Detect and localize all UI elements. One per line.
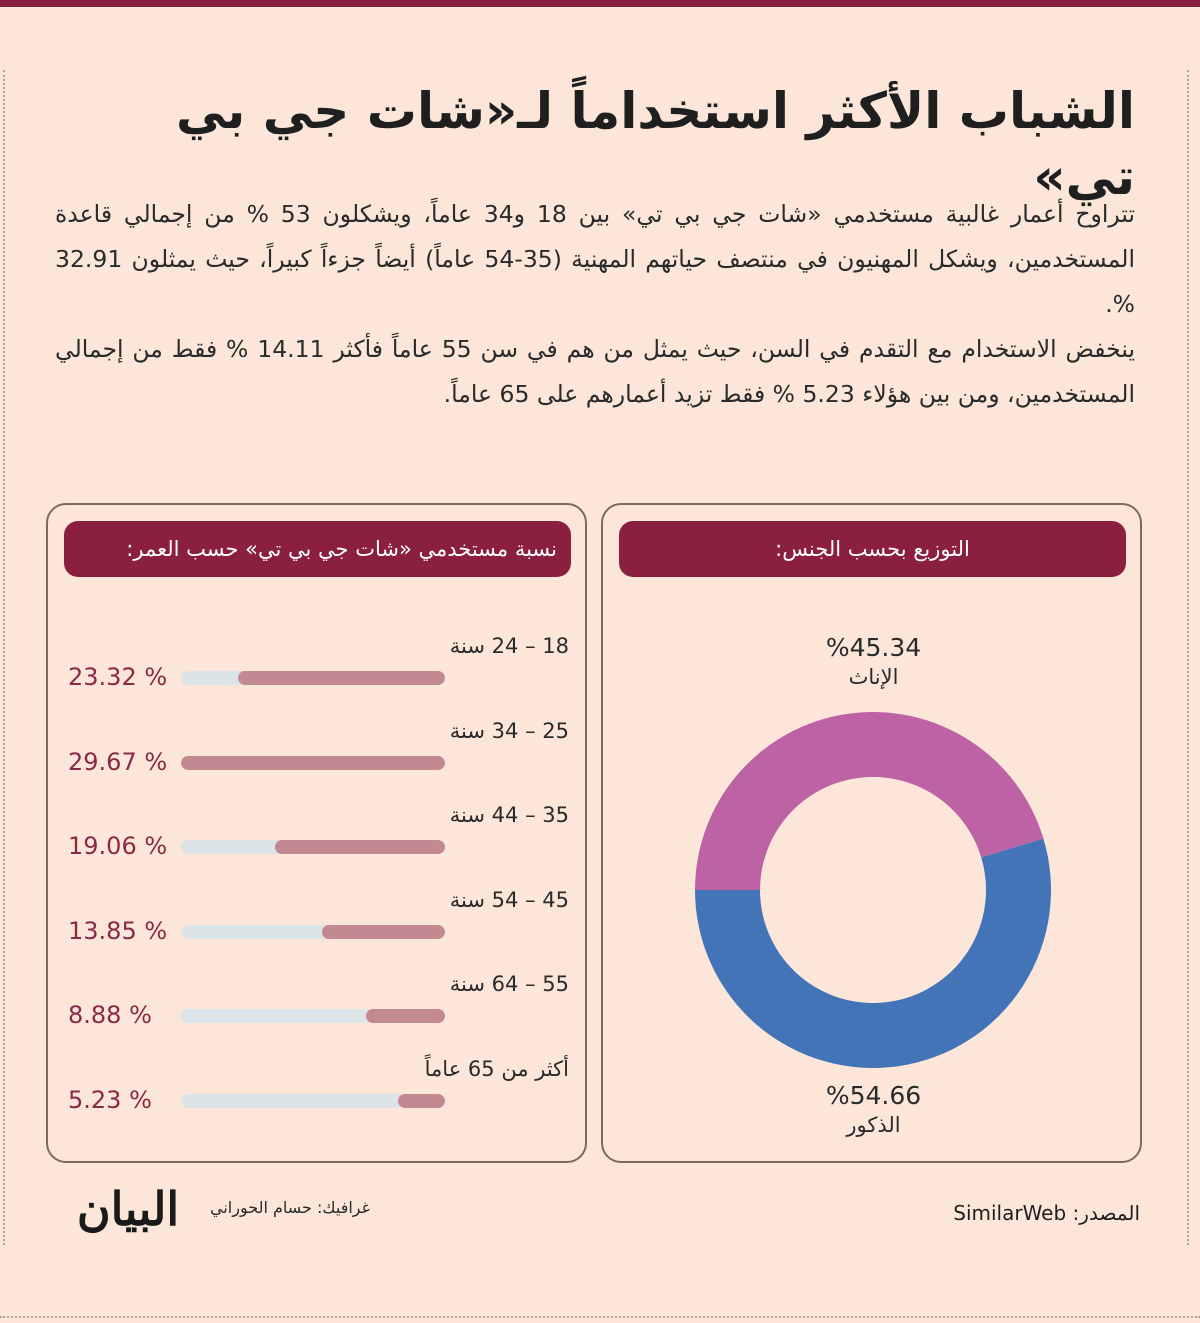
- age-value-label: % 23.32: [68, 663, 168, 691]
- intro-text: تتراوح أعمار غالبية مستخدمي «شات جي بي ت…: [55, 192, 1135, 417]
- intro-paragraph-2: ينخفض الاستخدام مع التقدم في السن، حيث ي…: [55, 335, 1135, 408]
- age-value-label: % 13.85: [68, 916, 168, 945]
- age-category-label: 45 – 54 سنة: [449, 887, 569, 912]
- age-distribution-panel: نسبة مستخدمي «شات جي بي تي» حسب العمر: 1…: [46, 503, 587, 1163]
- female-label-group: %45.34 الإناث: [603, 633, 1144, 691]
- female-percent-label: %45.34: [825, 633, 922, 662]
- age-bar-track: [181, 840, 445, 854]
- age-category-label: أكثر من 65 عاماً: [424, 1056, 569, 1081]
- age-bar: [237, 671, 445, 685]
- age-row: 55 – 64 سنة % 8.88: [48, 971, 589, 1047]
- age-chart-title: نسبة مستخدمي «شات جي بي تي» حسب العمر:: [64, 521, 571, 577]
- age-bar-track: [181, 671, 445, 685]
- female-slice: [695, 712, 1044, 890]
- age-row: 18 – 24 سنة % 23.32: [48, 633, 589, 709]
- gender-donut-chart: [695, 712, 1051, 1068]
- age-bar-track: [181, 924, 445, 939]
- gender-chart-title: التوزيع بحسب الجنس:: [619, 521, 1126, 577]
- age-value-label: % 5.23: [68, 1085, 152, 1114]
- age-category-label: 25 – 34 سنة: [449, 718, 569, 743]
- source-note: المصدر: SimilarWeb: [953, 1201, 1140, 1225]
- age-bar-track: [181, 1009, 445, 1023]
- age-value-label: % 29.67: [68, 747, 168, 776]
- age-category-label: 18 – 24 سنة: [449, 634, 569, 658]
- age-bar-track: [181, 1093, 445, 1108]
- age-bar: [398, 1093, 445, 1108]
- age-bar: [181, 755, 445, 770]
- age-row: أكثر من 65 عاماً % 5.23: [48, 1056, 589, 1132]
- age-category-label: 55 – 64 سنة: [449, 972, 569, 996]
- age-value-label: % 19.06: [68, 832, 168, 860]
- age-value-label: % 8.88: [68, 1001, 152, 1029]
- male-label-group: %54.66 الذكور: [603, 1081, 1144, 1139]
- right-dotted-border: [1187, 70, 1189, 1245]
- age-bar-track: [181, 755, 445, 770]
- age-bar: [275, 840, 445, 854]
- age-row: 45 – 54 سنة % 13.85: [48, 887, 589, 963]
- graphic-credit: غرافيك: حسام الحوراني: [210, 1198, 370, 1217]
- age-row: 25 – 34 سنة % 29.67: [48, 718, 589, 794]
- age-bar: [321, 924, 445, 939]
- albayan-logo: البيان: [76, 1182, 180, 1236]
- age-category-label: 35 – 44 سنة: [449, 803, 569, 827]
- bottom-dotted-border: [0, 1316, 1200, 1318]
- age-row: 35 – 44 سنة % 19.06: [48, 802, 589, 878]
- intro-paragraph-1: تتراوح أعمار غالبية مستخدمي «شات جي بي ت…: [55, 200, 1135, 318]
- page-title: الشباب الأكثر استخداماً لـ«شات جي بي تي»: [175, 82, 1135, 206]
- gender-distribution-panel: التوزيع بحسب الجنس: %45.34 الإناث %54.66…: [601, 503, 1142, 1163]
- female-series-label: الإناث: [848, 665, 899, 689]
- left-dotted-border: [3, 70, 5, 1245]
- male-percent-label: %54.66: [825, 1081, 922, 1110]
- age-bar: [366, 1009, 445, 1023]
- male-series-label: الذكور: [846, 1113, 901, 1137]
- male-slice: [695, 838, 1051, 1068]
- top-accent-bar: [0, 0, 1200, 7]
